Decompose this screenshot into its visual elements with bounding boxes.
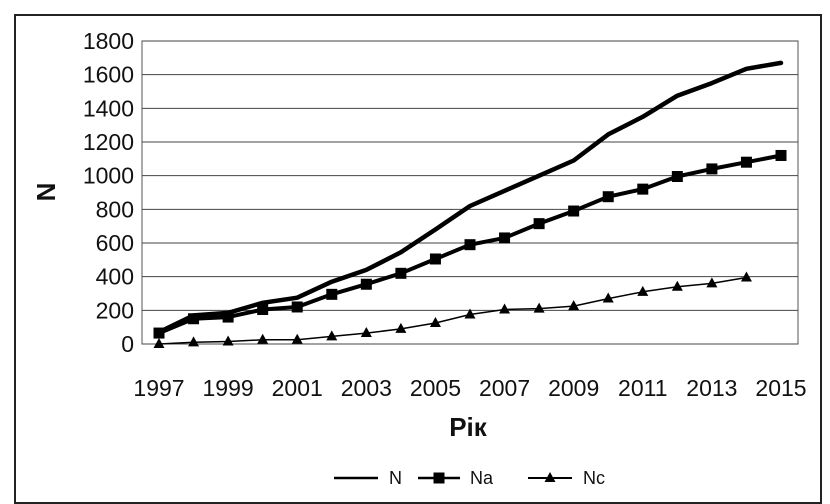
x-tick-label: 2001	[272, 375, 323, 401]
data-point	[153, 327, 165, 339]
legend-label: Na	[470, 468, 494, 488]
data-point	[222, 335, 234, 346]
y-tick-label: 400	[96, 264, 134, 290]
data-point	[257, 333, 269, 344]
gridlines	[141, 40, 799, 345]
data-point	[188, 313, 200, 325]
data-point	[568, 300, 580, 311]
data-point	[395, 322, 407, 333]
series-line	[156, 60, 784, 335]
legend-item-na: Na	[418, 468, 494, 488]
y-tick-label: 1200	[83, 129, 134, 155]
x-tick-label: 2007	[479, 375, 530, 401]
series-nc	[153, 271, 752, 348]
y-tick-label: 1800	[83, 28, 134, 54]
data-point	[464, 308, 476, 319]
data-point	[533, 302, 545, 313]
y-tick-label: 0	[121, 331, 134, 357]
data-point	[706, 163, 718, 175]
x-tick-label: 1999	[203, 375, 254, 401]
data-point	[533, 218, 545, 230]
data-point	[291, 333, 303, 344]
y-tick-label: 1600	[83, 62, 134, 88]
data-point	[360, 327, 372, 338]
y-axis-label: N	[31, 183, 61, 202]
y-axis-ticks: 0 200 400 600 800 1000 1200 1400 1600 1800	[83, 28, 134, 357]
data-point	[637, 285, 649, 296]
data-point	[326, 330, 338, 341]
data-point	[429, 253, 441, 265]
x-tick-label: 2003	[341, 375, 392, 401]
x-tick-label: 1997	[133, 375, 184, 401]
x-tick-label: 2015	[755, 375, 806, 401]
series-na	[153, 149, 787, 339]
x-axis-ticks: 1997 1999 2001 2003 2005 2007 2009 2011 2013 2015	[133, 375, 806, 401]
data-point	[395, 267, 407, 279]
series-line	[158, 276, 748, 345]
chart-frame	[14, 14, 822, 504]
data-point	[499, 232, 511, 244]
data-point	[291, 301, 303, 313]
legend: N Na Nc	[334, 468, 605, 488]
data-point	[153, 338, 165, 348]
data-point	[637, 183, 649, 195]
data-point	[775, 149, 787, 161]
legend-item-nc: Nc	[528, 468, 605, 488]
data-point	[429, 316, 441, 327]
x-tick-label: 2011	[618, 375, 667, 401]
data-point	[740, 271, 752, 282]
data-point	[360, 278, 372, 290]
y-tick-label: 600	[96, 230, 134, 256]
data-point	[602, 191, 614, 203]
series-group	[153, 60, 787, 348]
data-point	[222, 311, 234, 323]
legend-label: Nc	[583, 468, 605, 488]
data-point	[464, 239, 476, 251]
x-axis-label: Рік	[449, 412, 488, 442]
data-point	[188, 336, 200, 347]
data-point	[706, 277, 718, 288]
data-point	[671, 171, 683, 183]
y-tick-label: 1000	[83, 163, 134, 189]
data-point	[602, 292, 614, 303]
legend-marker	[544, 472, 556, 482]
y-tick-label: 1400	[83, 95, 134, 121]
y-tick-label: 200	[96, 297, 134, 323]
x-tick-label: 2013	[686, 375, 737, 401]
legend-label: N	[389, 468, 402, 488]
legend-item-n: N	[334, 468, 402, 488]
y-tick-label: 800	[96, 196, 134, 222]
legend-marker	[433, 472, 445, 484]
data-point	[326, 288, 338, 300]
data-point	[499, 303, 511, 314]
data-point	[740, 156, 752, 168]
data-point	[671, 280, 683, 291]
x-tick-label: 2005	[410, 375, 461, 401]
series-n	[156, 60, 784, 335]
data-point	[568, 205, 580, 217]
x-tick-label: 2009	[548, 375, 599, 401]
data-point	[257, 303, 269, 315]
